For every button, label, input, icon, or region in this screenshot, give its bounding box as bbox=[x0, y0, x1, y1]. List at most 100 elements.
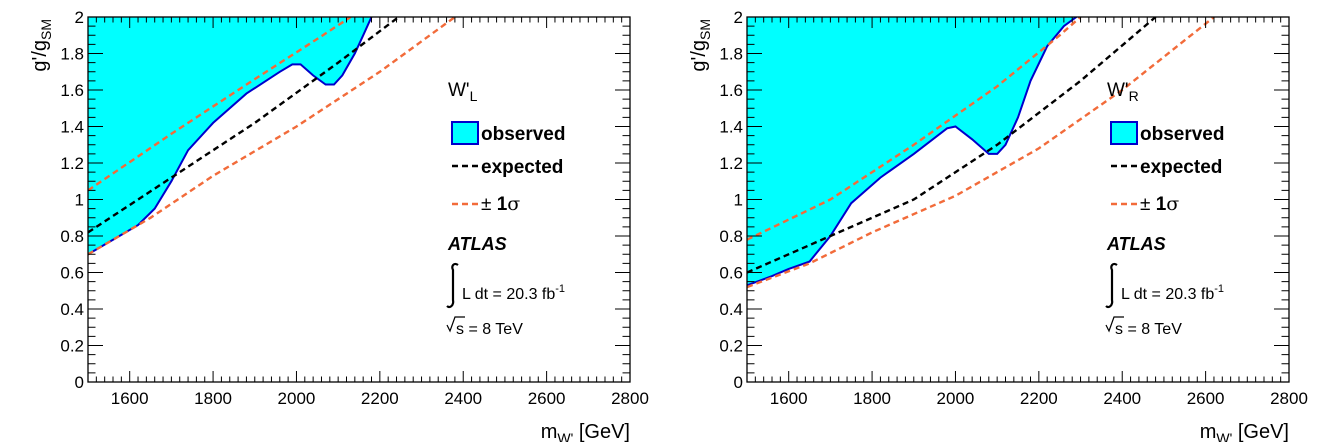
panel-title-sub: R bbox=[1129, 88, 1139, 104]
y-axis-title-sub: SM bbox=[697, 19, 713, 40]
x-tick-label: 2600 bbox=[1187, 389, 1225, 408]
chart-svg: 1600 1800 2000 2200 2400 2600 2800 0 0.2 0.4 0.6 0.… bbox=[29, 8, 649, 442]
y-axis-title-main: g'/g bbox=[29, 40, 51, 72]
x-tick-label: 2200 bbox=[361, 389, 399, 408]
chart-panel-right: 1600 1800 2000 2200 2400 2600 2800 0 0.2 0.4 0.6 0.… bbox=[659, 0, 1318, 442]
minus-1sigma-line bbox=[88, 17, 456, 256]
y-tick-label: 0.2 bbox=[719, 337, 743, 356]
y-tick-label: 2 bbox=[75, 8, 84, 27]
y-tick-label: 0 bbox=[734, 373, 743, 392]
y-tick-label: 0.8 bbox=[60, 227, 84, 246]
sqrt-sign bbox=[446, 316, 465, 333]
legend-sigma-value: 1 bbox=[497, 194, 508, 215]
y-tick-label: 1.8 bbox=[60, 45, 84, 64]
x-axis-title-main: m bbox=[1200, 421, 1217, 442]
plot-area bbox=[747, 17, 1215, 289]
y-axis-title-sub: SM bbox=[38, 19, 54, 40]
legend-observed-swatch bbox=[1110, 121, 1138, 145]
y-tick-label: 0.6 bbox=[719, 264, 743, 283]
x-axis-title: mW' [GeV] bbox=[541, 421, 630, 442]
y-tick-label: 1.2 bbox=[60, 154, 84, 173]
x-tick-label: 2400 bbox=[1103, 389, 1141, 408]
x-tick-label: 2200 bbox=[1020, 389, 1058, 408]
y-tick-label: 1.2 bbox=[719, 154, 743, 173]
integral-sign bbox=[446, 262, 459, 309]
experiment-label: ATLAS bbox=[1106, 234, 1166, 254]
legend-observed-swatch bbox=[451, 121, 479, 145]
y-axis-title: g'/gSM bbox=[688, 19, 713, 72]
x-tick-label: 1600 bbox=[770, 389, 808, 408]
y-axis: 0 0.2 0.4 0.6 0.8 1 1.2 1.4 1.6 1.8 2 bbox=[719, 8, 1289, 392]
energy-label: s = 8 TeV bbox=[1115, 321, 1182, 338]
y-tick-label: 1.6 bbox=[60, 81, 84, 100]
y-tick-label: 2 bbox=[734, 8, 743, 27]
y-tick-label: 1.6 bbox=[719, 81, 743, 100]
legend-observed-label: observed bbox=[481, 124, 565, 145]
x-tick-label: 1800 bbox=[853, 389, 891, 408]
annotation: ATLAS L dt = 20.3 fb-1 s = 8 TeV bbox=[1105, 234, 1224, 338]
panel-title-sub: L bbox=[470, 88, 478, 104]
plus-1sigma-line bbox=[747, 17, 1082, 241]
legend: observed expected ± 1σ bbox=[451, 121, 565, 215]
expected-limit-line bbox=[747, 17, 1157, 274]
y-axis-title: g'/gSM bbox=[29, 19, 54, 72]
observed-limit-line bbox=[747, 17, 1077, 287]
x-tick-label: 1600 bbox=[111, 389, 149, 408]
panel-title: W'L bbox=[448, 80, 478, 104]
y-tick-label: 1 bbox=[734, 191, 743, 210]
luminosity-text: L dt = 20.3 fb bbox=[462, 286, 555, 303]
x-axis-title-main: m bbox=[541, 421, 558, 442]
y-axis-title-main: g'/g bbox=[688, 40, 710, 72]
x-axis-title-sub: W' bbox=[1216, 430, 1232, 442]
legend: observed expected ± 1σ bbox=[1110, 121, 1224, 215]
x-axis-title: mW' [GeV] bbox=[1200, 421, 1289, 442]
plus-1sigma-line bbox=[88, 17, 352, 192]
legend-expected-label: expected bbox=[481, 157, 563, 178]
x-axis-title-unit: [GeV] bbox=[573, 421, 630, 442]
sqrt-sign bbox=[1105, 316, 1124, 333]
luminosity-label: L dt = 20.3 fb-1 bbox=[462, 283, 565, 303]
panel-title-main: W' bbox=[1107, 80, 1129, 101]
y-tick-label: 0.8 bbox=[719, 227, 743, 246]
panel-title: W'R bbox=[1107, 80, 1139, 104]
x-tick-label: 2800 bbox=[1270, 389, 1308, 408]
y-tick-label: 0.4 bbox=[60, 300, 84, 319]
legend-sigma-value: 1 bbox=[1156, 194, 1167, 215]
legend-sigma-prefix: ± bbox=[481, 194, 497, 215]
observed-limit-line bbox=[88, 17, 373, 256]
legend-sigma-symbol: σ bbox=[507, 193, 520, 215]
y-tick-label: 1 bbox=[75, 191, 84, 210]
x-tick-label: 2800 bbox=[611, 389, 649, 408]
observed-excluded-region bbox=[747, 17, 1077, 286]
luminosity-text: L dt = 20.3 fb bbox=[1121, 286, 1214, 303]
x-tick-label: 2000 bbox=[278, 389, 316, 408]
x-tick-label: 2000 bbox=[937, 389, 975, 408]
plot-area bbox=[88, 17, 456, 256]
y-tick-label: 0.6 bbox=[60, 264, 84, 283]
y-tick-label: 0.2 bbox=[60, 337, 84, 356]
y-tick-label: 1.8 bbox=[719, 45, 743, 64]
x-tick-label: 2600 bbox=[528, 389, 566, 408]
x-axis-title-unit: [GeV] bbox=[1232, 421, 1289, 442]
energy-label: s = 8 TeV bbox=[456, 321, 523, 338]
x-tick-label: 2400 bbox=[444, 389, 482, 408]
minus-1sigma-line bbox=[747, 17, 1215, 289]
x-axis: 1600 1800 2000 2200 2400 2600 2800 bbox=[87, 17, 649, 408]
chart-panel-left: 1600 1800 2000 2200 2400 2600 2800 0 0.2 0.4 0.6 0.… bbox=[29, 8, 649, 442]
experiment-label: ATLAS bbox=[447, 234, 507, 254]
y-tick-label: 0 bbox=[75, 373, 84, 392]
y-tick-label: 1.4 bbox=[60, 118, 84, 137]
luminosity-exp: -1 bbox=[1214, 283, 1224, 295]
luminosity-exp: -1 bbox=[555, 283, 565, 295]
panel-title-main: W' bbox=[448, 80, 470, 101]
legend-sigma-prefix: ± bbox=[1140, 194, 1156, 215]
y-tick-label: 1.4 bbox=[719, 118, 743, 137]
legend-sigma-symbol: σ bbox=[1166, 193, 1179, 215]
legend-observed-label: observed bbox=[1140, 124, 1224, 145]
chart-svg: 1600 1800 2000 2200 2400 2600 2800 0 0.2 0.4 0.6 0.… bbox=[688, 8, 1308, 442]
legend-sigma-label: ± 1σ bbox=[1140, 193, 1179, 215]
legend-sigma-label: ± 1σ bbox=[481, 193, 520, 215]
x-axis-title-sub: W' bbox=[557, 430, 573, 442]
y-tick-label: 0.4 bbox=[719, 300, 743, 319]
observed-excluded-region bbox=[88, 17, 372, 255]
